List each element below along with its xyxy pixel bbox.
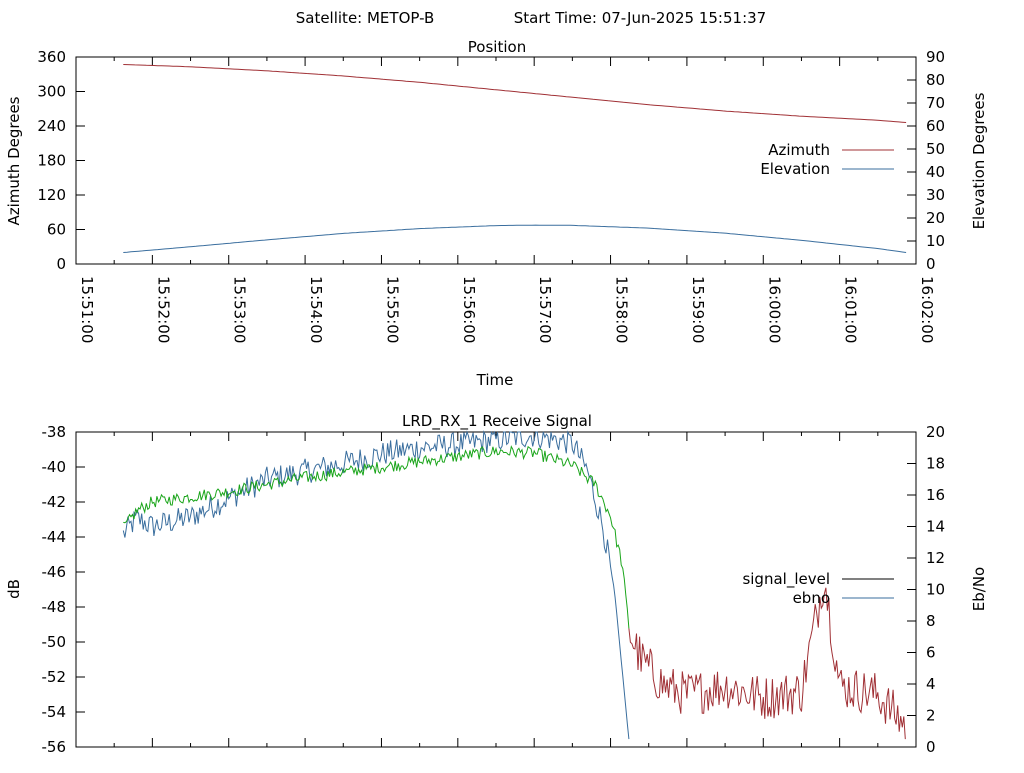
signal-y2tick-label: 4 — [926, 675, 936, 693]
position-series-azimuth — [123, 64, 907, 123]
signal-ytick-label: -38 — [42, 423, 67, 441]
satellite-label: Satellite: METOP-B — [296, 9, 435, 27]
position-ytick-label: 240 — [37, 117, 66, 135]
position-y2tick-label: 40 — [926, 163, 945, 181]
signal-y2tick-label: 2 — [926, 707, 936, 725]
signal-y2tick-label: 8 — [926, 612, 936, 630]
position-series-elevation — [123, 224, 907, 253]
position-xtick-label: 16:00:00 — [765, 276, 783, 343]
signal-y2tick-label: 16 — [926, 486, 945, 504]
position-legend-azimuth-label: Azimuth — [768, 141, 830, 159]
signal-ytick-label: -52 — [42, 668, 67, 686]
signal-series-ebno — [122, 430, 630, 740]
position-xtick-label: 15:51:00 — [78, 276, 96, 343]
position-ytick-label: 0 — [56, 255, 66, 273]
signal-legend-signal-level-label: signal_level — [742, 570, 830, 589]
position-xlabel: Time — [476, 371, 514, 389]
position-y2tick-label: 0 — [926, 255, 936, 273]
signal-y2tick-label: 14 — [926, 518, 945, 536]
position-ylabel: Azimuth Degrees — [5, 96, 23, 225]
signal-y2tick-label: 20 — [926, 423, 945, 441]
position-y2tick-label: 50 — [926, 140, 945, 158]
signal-ytick-label: -46 — [42, 563, 67, 581]
position-ytick-label: 300 — [37, 83, 66, 101]
start-time-label: Start Time: 07-Jun-2025 15:51:37 — [514, 9, 766, 27]
position-y2tick-label: 90 — [926, 48, 945, 66]
position-ytick-label: 60 — [47, 221, 66, 239]
signal-y2tick-label: 12 — [926, 549, 945, 567]
position-chart-title: Position — [468, 38, 526, 56]
signal-ytick-label: -54 — [42, 703, 67, 721]
position-xtick-label: 16:01:00 — [842, 276, 860, 343]
signal-chart-title: LRD_RX_1 Receive Signal — [402, 412, 592, 431]
signal-y2label: Eb/No — [970, 567, 988, 611]
signal-ytick-label: -40 — [42, 458, 67, 476]
position-y2tick-label: 30 — [926, 186, 945, 204]
position-y2label: Elevation Degrees — [970, 92, 988, 229]
position-legend-elevation-label: Elevation — [760, 160, 830, 178]
position-ytick-label: 180 — [37, 152, 66, 170]
signal-y2tick-label: 6 — [926, 644, 936, 662]
signal-series-signal-level — [123, 445, 630, 629]
position-xtick-label: 16:02:00 — [918, 276, 936, 343]
signal-y2tick-label: 0 — [926, 738, 936, 756]
position-xtick-label: 15:59:00 — [689, 276, 707, 343]
position-xtick-label: 15:52:00 — [154, 276, 172, 343]
position-ytick-label: 120 — [37, 186, 66, 204]
position-xtick-label: 15:53:00 — [231, 276, 249, 343]
position-xtick-label: 15:56:00 — [460, 276, 478, 343]
signal-ylabel: dB — [5, 579, 23, 599]
signal-y2tick-label: 10 — [926, 581, 945, 599]
position-ytick-label: 360 — [37, 48, 66, 66]
position-y2tick-label: 60 — [926, 117, 945, 135]
signal-series-signal-level-tail — [628, 587, 906, 740]
position-y2tick-label: 20 — [926, 209, 945, 227]
signal-ytick-label: -48 — [42, 598, 67, 616]
position-xtick-label: 15:58:00 — [613, 276, 631, 343]
position-xtick-label: 15:57:00 — [536, 276, 554, 343]
position-y2tick-label: 70 — [926, 94, 945, 112]
signal-ytick-label: -44 — [42, 528, 67, 546]
signal-y2tick-label: 18 — [926, 455, 945, 473]
signal-plot-frame — [75, 431, 917, 748]
signal-ytick-label: -50 — [42, 633, 67, 651]
position-xtick-label: 15:55:00 — [383, 276, 401, 343]
signal-legend-ebno-label: ebno — [793, 589, 830, 607]
position-y2tick-label: 10 — [926, 232, 945, 250]
signal-ytick-label: -42 — [42, 493, 67, 511]
position-y2tick-label: 80 — [926, 71, 945, 89]
position-xtick-label: 15:54:00 — [307, 276, 325, 343]
signal-ytick-label: -56 — [42, 738, 67, 756]
plot-layer: 060120180240300360010203040506070809015:… — [37, 48, 945, 756]
